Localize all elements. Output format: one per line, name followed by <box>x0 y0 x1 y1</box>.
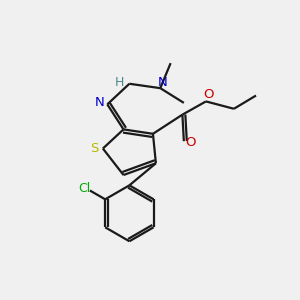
Text: H: H <box>114 76 124 89</box>
Text: O: O <box>185 136 196 149</box>
Text: N: N <box>95 96 105 110</box>
Text: O: O <box>203 88 213 101</box>
Text: Cl: Cl <box>78 182 91 195</box>
Text: S: S <box>91 142 99 155</box>
Text: N: N <box>158 76 167 89</box>
